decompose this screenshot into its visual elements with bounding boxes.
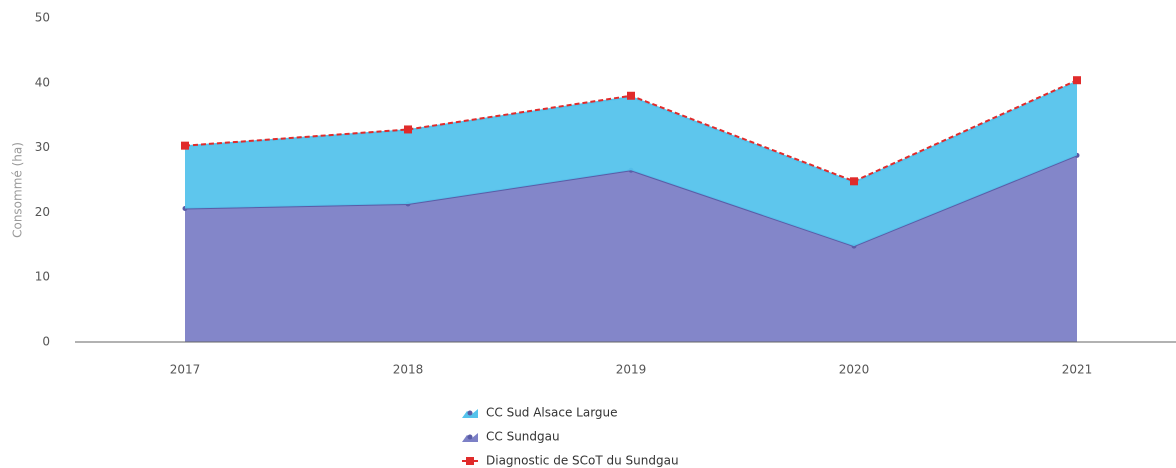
y-tick-label: 20: [35, 205, 50, 219]
x-tick-label: 2019: [616, 363, 647, 377]
y-axis-title: Consommé (ha): [11, 142, 25, 238]
y-tick-label: 0: [42, 335, 50, 349]
legend-symbol-marker: [466, 457, 474, 465]
y-tick-label: 10: [35, 270, 50, 284]
x-tick-label: 2017: [170, 363, 201, 377]
marker: [181, 141, 189, 150]
marker: [1073, 76, 1081, 85]
legend-item: CC Sud Alsace Largue: [462, 406, 618, 420]
x-tick-label: 2020: [839, 363, 870, 377]
legend-symbol-marker: [467, 434, 473, 440]
legend-label: Diagnostic de SCoT du Sundgau: [486, 454, 679, 468]
area: [185, 155, 1077, 342]
legend-label: CC Sundgau: [486, 430, 560, 444]
y-tick-label: 40: [35, 75, 50, 89]
y-tick-label: 30: [35, 140, 50, 154]
legend-item: CC Sundgau: [462, 430, 560, 444]
y-tick-label: 50: [35, 11, 50, 25]
marker: [627, 91, 635, 100]
area: [185, 81, 1077, 247]
legend-item: Diagnostic de SCoT du Sundgau: [462, 454, 679, 468]
x-tick-label: 2018: [393, 363, 424, 377]
marker: [850, 177, 858, 186]
marker: [404, 125, 412, 134]
legend-symbol-marker: [467, 410, 473, 416]
legend-label: CC Sud Alsace Largue: [486, 406, 618, 420]
x-tick-label: 2021: [1062, 363, 1093, 377]
